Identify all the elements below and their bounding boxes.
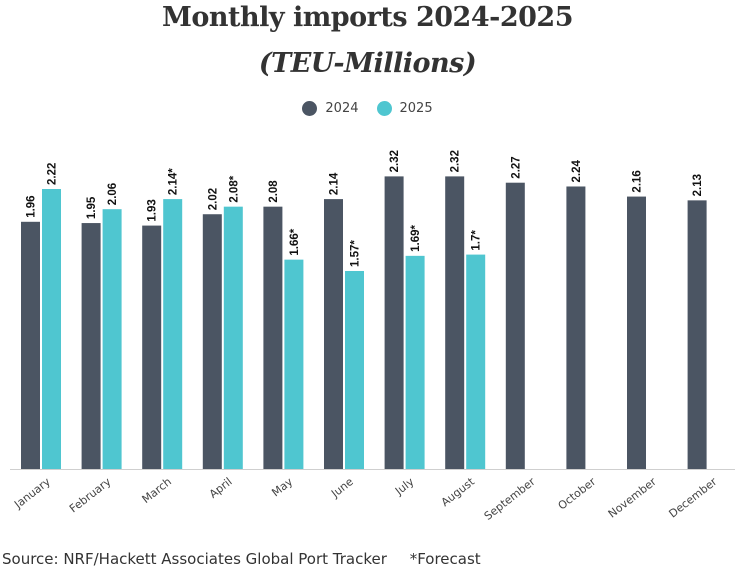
- data-label-2025-march: 2.14*: [168, 168, 180, 195]
- x-tick-label-april: April: [207, 475, 235, 501]
- data-label-2025-may: 1.66*: [289, 228, 301, 255]
- data-label-2024-august: 2.32: [450, 150, 462, 172]
- bar-2025-january: [42, 189, 61, 469]
- bar-2024-october: [566, 186, 586, 469]
- data-label-2024-april: 2.02: [207, 188, 219, 210]
- bar-2024-april: [202, 214, 222, 469]
- data-label-2024-october: 2.24: [571, 159, 583, 182]
- data-label-2025-july: 1.69*: [410, 224, 422, 251]
- x-tick-label-july: July: [392, 475, 417, 498]
- bar-2024-january: [21, 221, 40, 469]
- data-label-2025-august: 1.7*: [471, 230, 483, 251]
- bar-2025-april: [223, 206, 243, 469]
- data-label-2024-july: 2.32: [389, 150, 401, 172]
- legend-item-2024: 2024: [302, 101, 359, 116]
- bar-2025-march: [163, 199, 183, 469]
- bar-2024-july: [384, 176, 404, 469]
- bar-2024-november: [627, 196, 646, 470]
- x-tick-label-may: May: [269, 475, 295, 500]
- bar-chart: 1.96 2.22 January 1.95 2.06 February 1.93 2.14*…: [10, 150, 735, 523]
- chart-subtitle: (TEU-Millions): [258, 48, 477, 79]
- data-label-2025-january: 2.22: [47, 163, 59, 185]
- data-label-2024-may: 2.08: [268, 180, 280, 203]
- x-tick-label-november: November: [606, 475, 659, 521]
- bar-2024-august: [445, 176, 465, 469]
- data-label-2024-january: 1.96: [26, 195, 38, 217]
- data-label-2025-june: 1.57*: [350, 240, 362, 267]
- legend-swatch-2025: [376, 101, 392, 116]
- x-tick-label-june: June: [328, 475, 356, 501]
- chart-legend: 2024 2025: [0, 101, 735, 116]
- x-tick-label-september: September: [482, 475, 538, 523]
- x-tick-label-february: February: [67, 475, 114, 516]
- x-tick-label-august: August: [439, 475, 478, 509]
- bar-2025-may: [284, 259, 304, 469]
- bar-2024-september: [505, 182, 525, 470]
- forecast-note: *Forecast: [409, 550, 481, 568]
- x-tick-label-december: December: [666, 475, 719, 521]
- bar-2024-december: [687, 200, 707, 469]
- bar-2024-february: [81, 223, 101, 469]
- data-label-2025-february: 2.06: [107, 183, 119, 205]
- legend-item-2025: 2025: [376, 101, 433, 116]
- bar-2024-may: [263, 206, 283, 469]
- data-label-2024-september: 2.27: [510, 156, 522, 178]
- bar-2025-june: [345, 270, 364, 469]
- legend-label-2024: 2024: [325, 101, 359, 116]
- data-label-2024-november: 2.16: [632, 170, 644, 192]
- x-tick-label-october: October: [556, 475, 599, 513]
- data-label-2024-june: 2.14: [329, 172, 341, 195]
- x-tick-label-march: March: [140, 475, 174, 506]
- data-label-2024-march: 1.93: [147, 199, 159, 221]
- bar-2025-july: [405, 255, 425, 469]
- chart-title: Monthly imports 2024-2025: [162, 2, 573, 33]
- legend-label-2025: 2025: [399, 101, 433, 116]
- source-text: Source: NRF/Hackett Associates Global Po…: [2, 550, 387, 568]
- x-tick-label-january: January: [11, 475, 53, 512]
- legend-swatch-2024: [302, 101, 318, 116]
- data-label-2024-february: 1.95: [86, 196, 98, 219]
- bar-2024-june: [324, 199, 343, 469]
- bar-2025-february: [102, 209, 122, 470]
- bar-2024-march: [142, 225, 162, 469]
- source-note: Source: NRF/Hackett Associates Global Po…: [2, 550, 481, 568]
- data-label-2025-april: 2.08*: [228, 175, 240, 202]
- data-label-2024-december: 2.13: [692, 174, 704, 196]
- bar-2025-august: [466, 254, 486, 469]
